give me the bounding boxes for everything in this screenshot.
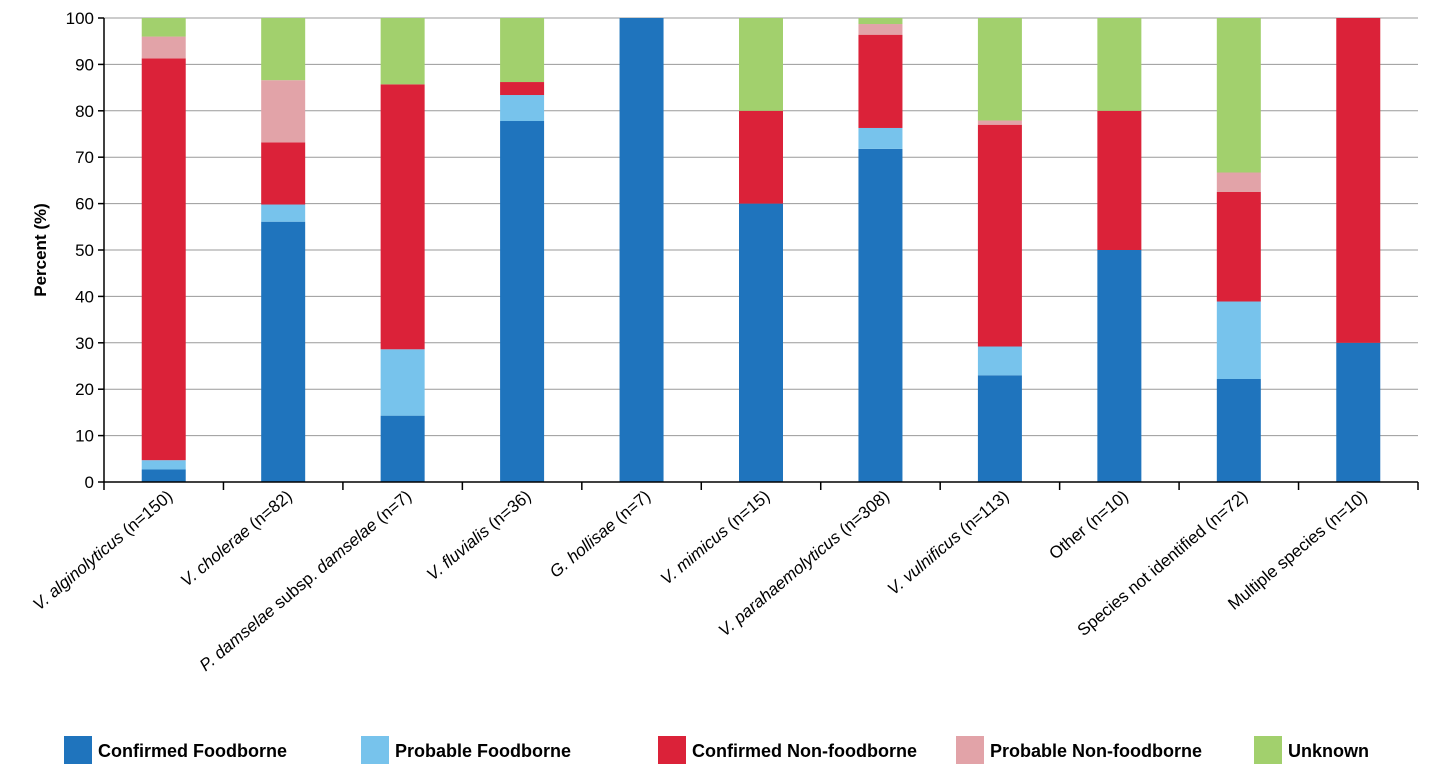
category-label-part: V. fluvialis [423,521,493,584]
legend-swatch [64,736,92,764]
category-label-part: (n=82) [242,487,296,536]
bar-segment-unknown [380,18,425,85]
category-label-part: (n=113) [952,487,1012,542]
bar-segment-confirmed-non-foodborne [977,124,1022,347]
legend-label: Probable Non-foodborne [990,741,1202,761]
category-label: P. damselae subsp. damselae (n=7) [196,487,415,675]
y-tick-label: 60 [75,195,94,214]
bar-segment-unknown [1097,18,1142,111]
legend-swatch [956,736,984,764]
bars [141,18,1381,483]
legend-label: Confirmed Foodborne [98,741,287,761]
bar-segment-confirmed-foodborne [619,18,664,482]
legend-label: Probable Foodborne [395,741,571,761]
bar-segment-confirmed-foodborne [261,221,306,483]
y-tick-label: 20 [75,380,94,399]
bar-segment-probable-non-foodborne [977,120,1022,125]
legend-label: Confirmed Non-foodborne [692,741,917,761]
category-label-part: Other (n=10) [1046,487,1132,564]
category-label-part: V. vulnificus [884,526,965,598]
category-label: Multiple species (n=10) [1224,487,1370,614]
bar-segment-confirmed-foodborne [1097,250,1142,482]
bar-segment-confirmed-non-foodborne [380,84,425,350]
category-label: V. alginolyticus (n=150) [29,487,176,615]
bar-segment-confirmed-non-foodborne [739,110,783,204]
bar-segment-probable-foodborne [141,460,186,470]
y-tick-label: 70 [75,148,94,167]
bar-segment-confirmed-foodborne [500,121,545,483]
bar-segment-confirmed-non-foodborne [1216,192,1261,302]
legend-swatch [658,736,686,764]
category-label-part: Multiple species (n=10) [1224,487,1370,614]
y-tick-label: 80 [75,102,94,121]
bar-segment-confirmed-non-foodborne [261,142,306,205]
bar-segment-probable-foodborne [380,349,425,416]
y-axis-title: Percent (%) [31,203,50,297]
bar-segment-probable-non-foodborne [261,80,306,143]
category-label-part: (n=308) [832,487,893,543]
bar-segment-probable-foodborne [977,346,1022,376]
y-tick-label: 30 [75,334,94,353]
y-tick-label: 40 [75,287,94,306]
category-label-part: (n=7) [369,487,416,530]
legend-swatch [1254,736,1282,764]
legend-label: Unknown [1288,741,1369,761]
category-label: Other (n=10) [1046,487,1132,564]
bar-segment-confirmed-non-foodborne [858,34,903,128]
bar-segment-confirmed-non-foodborne [1336,18,1381,343]
category-label-part: (n=36) [481,487,535,536]
y-tick-label: 0 [85,473,94,492]
category-label-part: (n=15) [720,487,774,536]
category-label-part: (n=150) [115,487,176,543]
bar-segment-unknown [1216,18,1261,173]
bar-segment-confirmed-foodborne [858,148,903,482]
bar-segment-confirmed-non-foodborne [141,58,186,461]
legend-swatch [361,736,389,764]
y-tick-label: 90 [75,55,94,74]
axes [98,17,1419,490]
bar-segment-probable-non-foodborne [858,24,903,35]
legend: Confirmed Foodborne Probable Foodborne Con… [64,736,1369,764]
y-tick-label: 10 [75,427,94,446]
bar-segment-unknown [858,18,903,25]
bar-segment-probable-non-foodborne [141,36,186,59]
bar-segment-confirmed-foodborne [1216,378,1261,482]
category-label-part: damselae [312,515,381,577]
bar-segment-confirmed-foodborne [1336,342,1381,482]
bar-segment-probable-non-foodborne [1216,172,1261,192]
category-label: G. hollisae (n=7) [546,487,654,582]
bar-segment-probable-foodborne [858,127,903,149]
bar-segment-confirmed-non-foodborne [500,82,545,96]
bar-segment-unknown [141,18,186,37]
category-label: V. mimicus (n=15) [657,487,774,589]
bar-segment-unknown [261,18,306,81]
bar-segment-unknown [977,18,1022,121]
bar-segment-confirmed-foodborne [739,203,783,482]
bar-segment-unknown [500,18,545,83]
bar-segment-confirmed-foodborne [977,375,1022,482]
bar-segment-unknown [739,18,783,111]
bar-segment-confirmed-foodborne [141,469,186,482]
category-label-part: subsp. [267,563,325,616]
category-label-part: P. damselae [196,601,279,675]
category-label-part: V. parahaemolyticus [715,527,845,640]
category-label: V. vulnificus (n=113) [884,487,1013,599]
bar-segment-probable-foodborne [1216,301,1261,379]
category-label-part: V. mimicus [657,521,732,588]
y-tick-label: 50 [75,241,94,260]
category-label-part: G. hollisae [546,515,620,581]
bar-segment-probable-foodborne [500,95,545,122]
bar-segment-probable-foodborne [261,204,306,222]
category-label-part: V. cholerae [177,521,254,590]
y-tick-label: 100 [66,9,94,28]
category-label: V. cholerae (n=82) [177,487,296,591]
category-label: V. fluvialis (n=36) [423,487,534,585]
category-label-part: (n=7) [608,487,655,530]
bar-segment-confirmed-non-foodborne [1097,110,1142,250]
category-label-part: V. alginolyticus [29,527,127,614]
bar-segment-confirmed-foodborne [380,415,425,482]
labels: 0 10 20 30 40 50 60 70 80 90 100 V. alginolyticus (… [29,9,1371,675]
